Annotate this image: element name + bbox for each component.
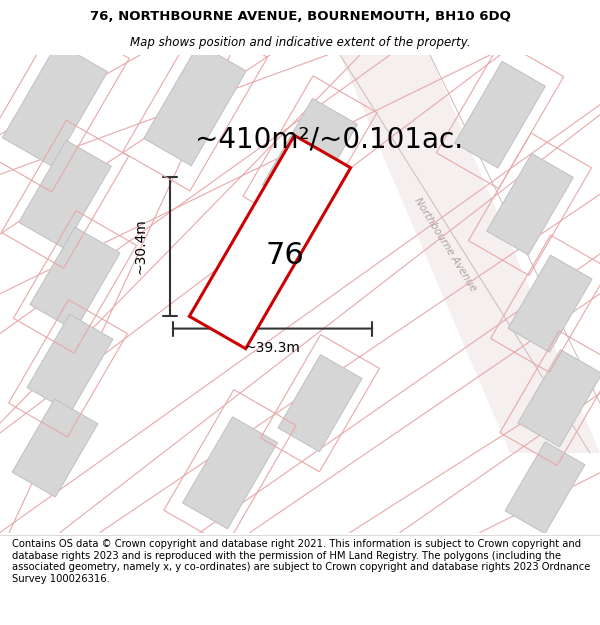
Polygon shape — [487, 154, 573, 255]
Polygon shape — [190, 136, 350, 349]
Text: ~39.3m: ~39.3m — [245, 341, 301, 356]
Polygon shape — [262, 99, 358, 211]
Text: Map shows position and indicative extent of the property.: Map shows position and indicative extent… — [130, 36, 470, 49]
Polygon shape — [455, 61, 545, 168]
Text: 76, NORTHBOURNE AVENUE, BOURNEMOUTH, BH10 6DQ: 76, NORTHBOURNE AVENUE, BOURNEMOUTH, BH1… — [89, 10, 511, 23]
Polygon shape — [340, 55, 600, 453]
Text: Contains OS data © Crown copyright and database right 2021. This information is : Contains OS data © Crown copyright and d… — [12, 539, 590, 584]
Polygon shape — [182, 417, 278, 529]
Polygon shape — [505, 442, 585, 534]
Text: Northbourne Avenue: Northbourne Avenue — [412, 196, 478, 292]
Polygon shape — [12, 399, 98, 497]
Polygon shape — [518, 349, 600, 447]
Polygon shape — [143, 44, 247, 166]
Text: 76: 76 — [266, 241, 304, 271]
Polygon shape — [508, 255, 592, 352]
Polygon shape — [278, 354, 362, 452]
Polygon shape — [27, 314, 113, 412]
Text: ~30.4m: ~30.4m — [133, 219, 147, 274]
Polygon shape — [19, 141, 111, 248]
Polygon shape — [2, 43, 107, 166]
Polygon shape — [30, 227, 120, 331]
Text: ~410m²/~0.101ac.: ~410m²/~0.101ac. — [195, 126, 463, 154]
